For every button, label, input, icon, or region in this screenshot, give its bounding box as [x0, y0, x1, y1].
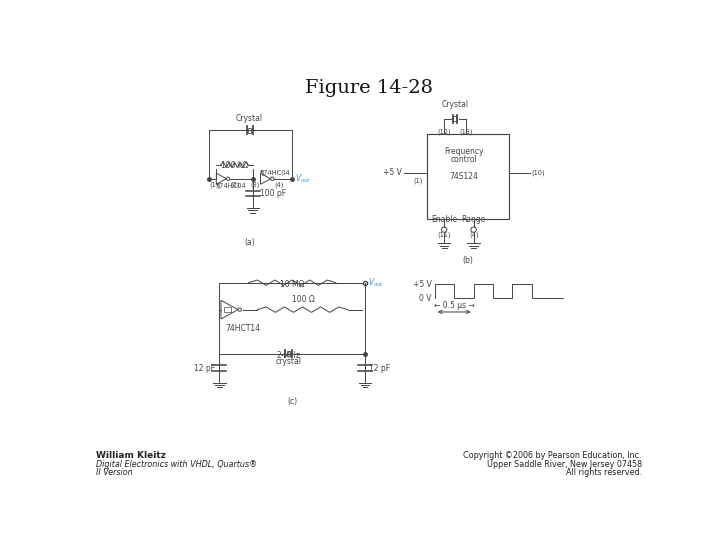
Text: Range: Range	[462, 215, 486, 224]
Bar	[427, 134, 508, 219]
Text: Digital Electronics with VHDL, Quartus®: Digital Electronics with VHDL, Quartus®	[96, 460, 257, 469]
Text: Crystal: Crystal	[236, 113, 264, 123]
Text: (c): (c)	[287, 397, 297, 406]
Text: (a): (a)	[244, 238, 255, 247]
Text: $V_{out}$: $V_{out}$	[368, 276, 384, 289]
Text: control: control	[450, 155, 477, 164]
Bar	[248, 127, 251, 133]
Text: (1): (1)	[210, 182, 219, 188]
Text: 2-MHz: 2-MHz	[276, 350, 300, 360]
Text: (3): (3)	[251, 182, 260, 188]
Text: Upper Saddle River, New Jersey 07458: Upper Saddle River, New Jersey 07458	[487, 460, 642, 469]
Bar	[225, 307, 230, 312]
Text: 100 kΩ: 100 kΩ	[220, 160, 248, 170]
Text: $V_{out}$: $V_{out}$	[294, 172, 311, 185]
Text: ¶74HC04: ¶74HC04	[215, 182, 246, 188]
Text: 12 pF: 12 pF	[369, 363, 390, 373]
Text: (b): (b)	[462, 256, 473, 265]
Text: All rights reserved.: All rights reserved.	[566, 468, 642, 477]
Text: (10): (10)	[532, 170, 545, 176]
Text: ← 0.5 μs →: ← 0.5 μs →	[434, 301, 474, 309]
Text: 74HCT14: 74HCT14	[225, 323, 261, 333]
Text: (4): (4)	[469, 232, 478, 238]
Text: (2): (2)	[230, 182, 240, 188]
Text: 100 Ω: 100 Ω	[292, 294, 315, 303]
Text: II Version: II Version	[96, 468, 133, 477]
Text: Crystal: Crystal	[441, 100, 469, 110]
Text: (4): (4)	[275, 182, 284, 188]
Text: +5 V: +5 V	[413, 280, 432, 289]
Text: Enable: Enable	[431, 215, 457, 224]
Text: Figure 14-28: Figure 14-28	[305, 79, 433, 97]
Text: +5 V: +5 V	[384, 168, 402, 177]
Bar	[453, 117, 457, 121]
Text: 10 MΩ: 10 MΩ	[280, 280, 305, 289]
Text: 100 pF: 100 pF	[261, 189, 287, 198]
Text: (13): (13)	[459, 129, 472, 135]
Text: William Kleitz: William Kleitz	[96, 451, 166, 460]
Text: 74S124: 74S124	[449, 172, 478, 181]
Text: Copyright ©2006 by Pearson Education, Inc.: Copyright ©2006 by Pearson Education, In…	[463, 451, 642, 460]
Bar	[287, 351, 290, 356]
Text: 0 V: 0 V	[419, 294, 432, 302]
Text: (11): (11)	[438, 232, 451, 238]
Text: ¶74HC04: ¶74HC04	[260, 170, 290, 176]
Text: (1): (1)	[413, 177, 423, 184]
Text: (12): (12)	[437, 129, 451, 135]
Text: Frequency: Frequency	[444, 146, 483, 156]
Text: crystal: crystal	[275, 357, 302, 366]
Text: 12 pF: 12 pF	[194, 363, 215, 373]
